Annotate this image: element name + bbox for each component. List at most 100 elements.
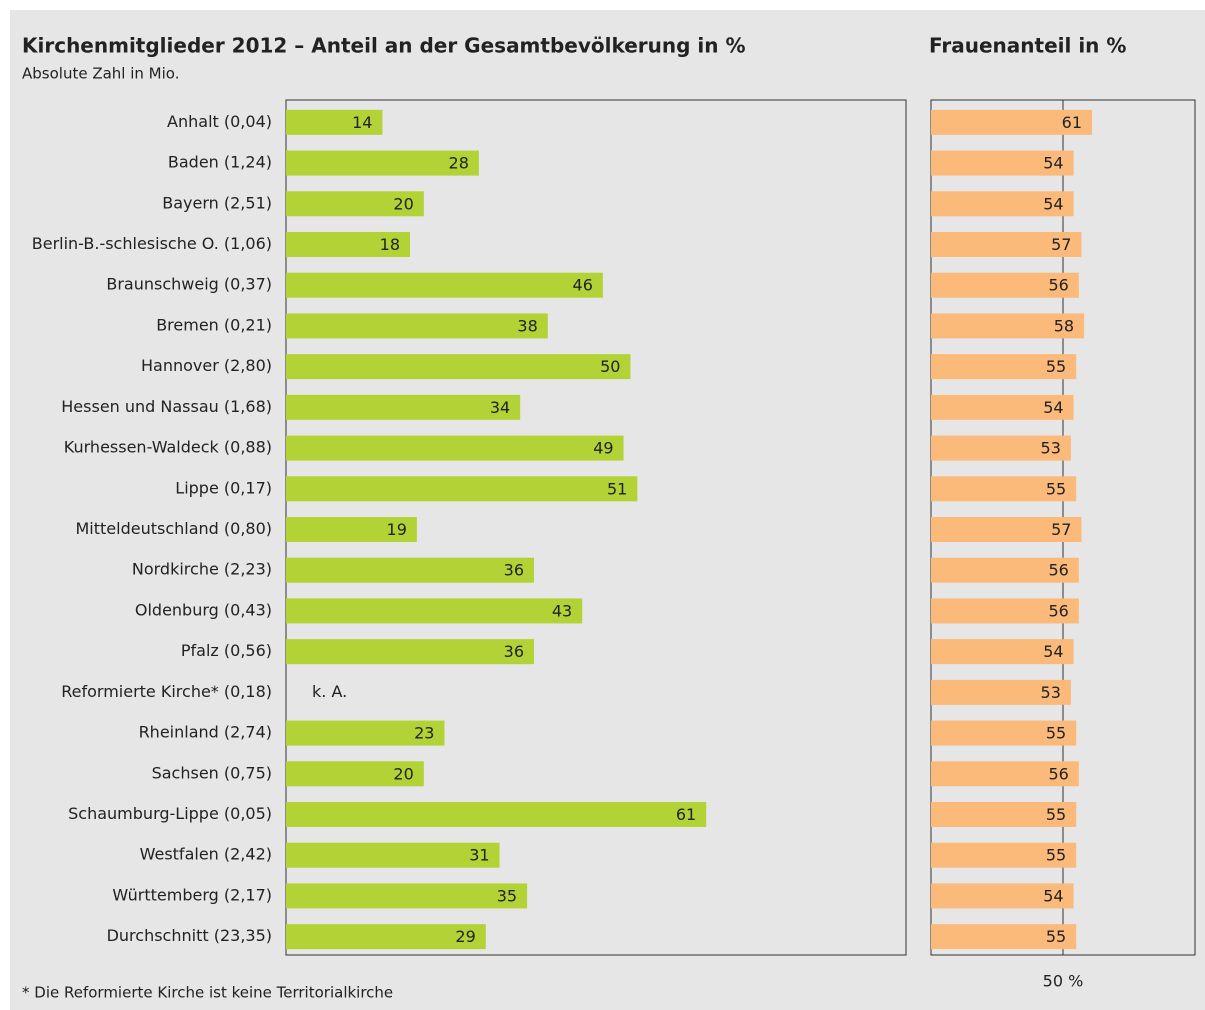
value-label: 19 <box>387 520 407 539</box>
category-label: Bayern (2,51) <box>162 193 272 212</box>
value-label: 55 <box>1046 357 1066 376</box>
bar <box>931 679 1071 705</box>
value-label: 50 <box>600 357 620 376</box>
bar <box>286 598 583 624</box>
value-label: 55 <box>1046 805 1066 824</box>
bar <box>931 476 1077 502</box>
bar <box>931 517 1082 542</box>
category-label: Kurhessen-Waldeck (0,88) <box>64 438 272 457</box>
value-label: 36 <box>504 642 524 661</box>
category-label: Westfalen (2,42) <box>140 845 272 864</box>
value-label: 61 <box>1062 113 1082 132</box>
bar <box>286 720 445 746</box>
category-label: Nordkirche (2,23) <box>132 560 272 579</box>
category-label: Durchschnitt (23,35) <box>107 926 272 945</box>
bar <box>931 639 1074 665</box>
bar <box>286 272 603 298</box>
bar <box>286 924 486 950</box>
x-tick-label: 50 % <box>1043 972 1084 991</box>
bar <box>931 191 1074 217</box>
category-label: Bremen (0,21) <box>156 315 272 334</box>
category-label: Braunschweig (0,37) <box>106 275 272 294</box>
value-label: 38 <box>517 316 537 335</box>
bar <box>931 883 1074 909</box>
bar <box>286 191 424 217</box>
value-label: 36 <box>504 561 524 580</box>
bar <box>931 109 1093 135</box>
bar <box>931 394 1074 420</box>
bar <box>931 924 1077 950</box>
value-label: 53 <box>1041 439 1061 458</box>
category-label: Hessen und Nassau (1,68) <box>61 397 272 416</box>
value-label: 56 <box>1048 561 1068 580</box>
value-label: 56 <box>1048 276 1068 295</box>
value-label: 35 <box>497 886 517 905</box>
bar <box>286 842 500 868</box>
category-label: Baden (1,24) <box>168 153 272 172</box>
bar <box>931 150 1074 176</box>
category-label: Anhalt (0,04) <box>167 112 272 131</box>
bar <box>931 232 1082 257</box>
value-label: 34 <box>490 398 510 417</box>
value-label: 58 <box>1054 316 1074 335</box>
bar <box>286 802 707 827</box>
value-label: 56 <box>1048 601 1068 620</box>
category-label: Rheinland (2,74) <box>139 723 272 742</box>
bar <box>931 802 1077 827</box>
bar <box>931 272 1079 298</box>
category-label: Schaumburg-Lippe (0,05) <box>68 804 272 823</box>
bar <box>931 842 1077 868</box>
bar <box>931 557 1079 583</box>
value-label: 43 <box>552 601 572 620</box>
bar <box>286 109 383 135</box>
value-label: 20 <box>393 194 413 213</box>
value-label: 55 <box>1046 846 1066 865</box>
value-label: 54 <box>1043 642 1063 661</box>
bar <box>286 394 521 420</box>
value-label: 54 <box>1043 886 1063 905</box>
bar <box>286 150 479 176</box>
category-label: Reformierte Kirche* (0,18) <box>61 682 272 701</box>
value-label: 53 <box>1041 683 1061 702</box>
value-label: 57 <box>1051 235 1071 254</box>
value-label: 51 <box>607 479 627 498</box>
bar <box>286 557 534 583</box>
value-label: 55 <box>1046 479 1066 498</box>
value-label: 46 <box>573 276 593 295</box>
chart-title: Frauenanteil in % <box>929 34 1126 58</box>
value-label: 54 <box>1043 194 1063 213</box>
category-label: Hannover (2,80) <box>141 356 272 375</box>
category-label: Mitteldeutschland (0,80) <box>75 519 272 538</box>
category-label: Pfalz (0,56) <box>181 641 272 660</box>
value-label: 54 <box>1043 154 1063 173</box>
bar <box>931 354 1077 380</box>
category-label: Berlin-B.-schlesische O. (1,06) <box>32 234 272 253</box>
chart-title: Kirchenmitglieder 2012 – Anteil an der G… <box>22 34 746 58</box>
value-label: 31 <box>469 846 489 865</box>
bar <box>931 598 1079 624</box>
bar <box>286 476 638 502</box>
category-label: Oldenburg (0,43) <box>135 600 272 619</box>
bar <box>286 232 410 257</box>
value-label: 28 <box>449 154 469 173</box>
bar <box>286 517 417 542</box>
value-label: 20 <box>393 764 413 783</box>
value-label: 23 <box>414 724 434 743</box>
bar <box>931 313 1085 339</box>
bar <box>931 720 1077 746</box>
value-label: 56 <box>1048 764 1068 783</box>
value-label: 55 <box>1046 927 1066 946</box>
bar <box>931 435 1071 461</box>
bar <box>286 435 624 461</box>
bar <box>286 639 534 665</box>
value-label: 29 <box>455 927 475 946</box>
value-label: 18 <box>380 235 400 254</box>
value-label: 14 <box>352 113 372 132</box>
category-label: Lippe (0,17) <box>175 478 272 497</box>
value-label: 54 <box>1043 398 1063 417</box>
footnote: * Die Reformierte Kirche ist keine Terri… <box>22 984 393 1002</box>
bar <box>286 761 424 787</box>
bar <box>931 761 1079 787</box>
